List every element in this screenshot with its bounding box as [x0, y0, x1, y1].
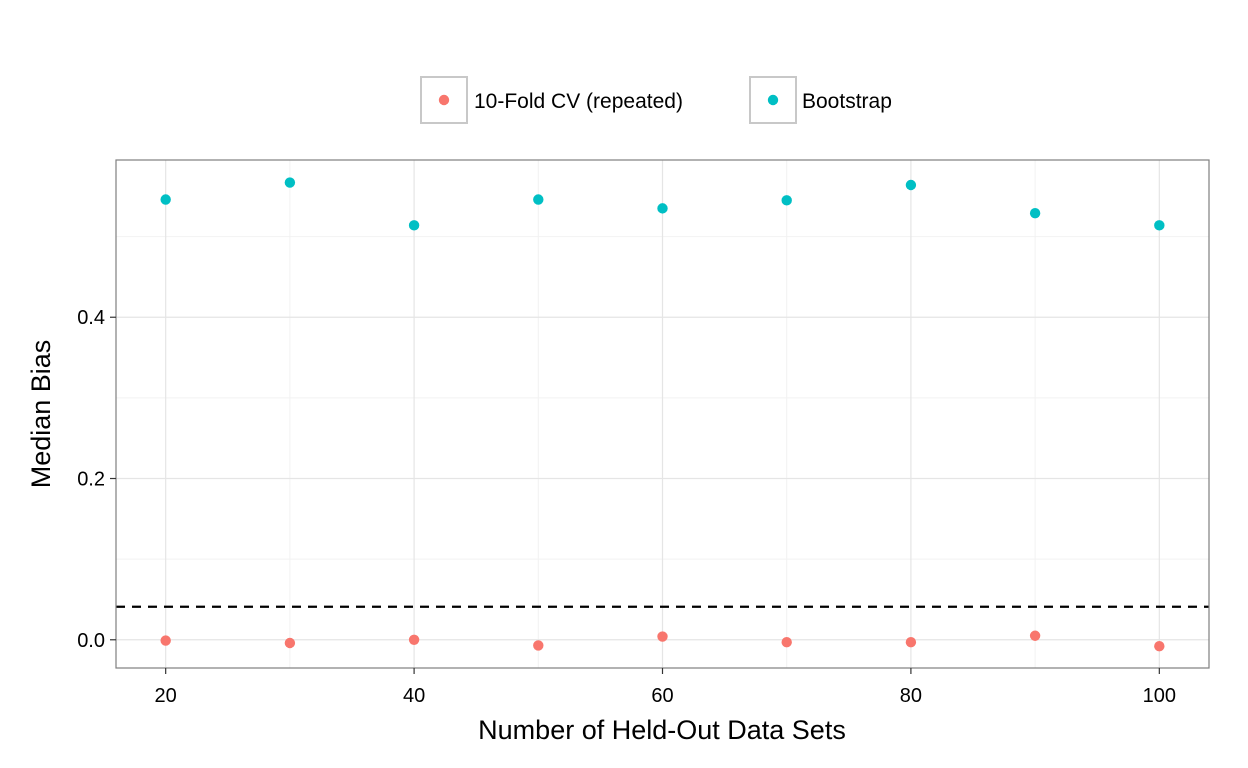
cv-point	[1154, 641, 1165, 652]
bootstrap-point	[781, 195, 792, 206]
bootstrap-point	[533, 194, 544, 205]
y-tick-label: 0.4	[77, 307, 105, 329]
legend-bootstrap-marker	[767, 94, 779, 106]
cv-point	[160, 635, 171, 646]
cv-point	[533, 640, 544, 651]
axes: 20 40 60 80 100 0.0 0.2 0.4	[77, 307, 1176, 707]
y-tick-label: 0.0	[77, 630, 105, 652]
x-tick-label: 60	[651, 685, 673, 707]
bootstrap-point	[1154, 220, 1165, 231]
x-tick-label: 80	[900, 685, 922, 707]
points	[160, 177, 1165, 652]
bootstrap-point	[160, 194, 171, 205]
cv-point	[408, 634, 420, 645]
cv-point	[905, 636, 917, 648]
legend-label: Bootstrap	[802, 90, 892, 113]
bootstrap-point	[657, 203, 668, 214]
legend-cv-marker	[438, 94, 450, 106]
legend: 10-Fold CV (repeated) Bootstrap	[420, 76, 892, 124]
cv-point	[657, 631, 668, 642]
cv-point	[284, 637, 296, 649]
x-axis-title: Number of Held-Out Data Sets	[478, 715, 846, 745]
x-tick-label: 20	[155, 685, 177, 707]
bootstrap-point	[284, 177, 296, 188]
grid	[116, 160, 1209, 668]
legend-label: 10-Fold CV (repeated)	[474, 90, 683, 113]
x-tick-label: 100	[1143, 685, 1176, 707]
bootstrap-point	[1029, 208, 1041, 219]
cv-point	[1029, 630, 1041, 641]
y-tick-label: 0.2	[77, 469, 105, 491]
bootstrap-point	[905, 179, 917, 191]
legend-key	[420, 76, 468, 124]
x-tick-label: 40	[403, 685, 425, 707]
y-axis-title: Median Bias	[26, 340, 56, 489]
cv-point	[781, 636, 792, 648]
bootstrap-point	[408, 220, 420, 231]
